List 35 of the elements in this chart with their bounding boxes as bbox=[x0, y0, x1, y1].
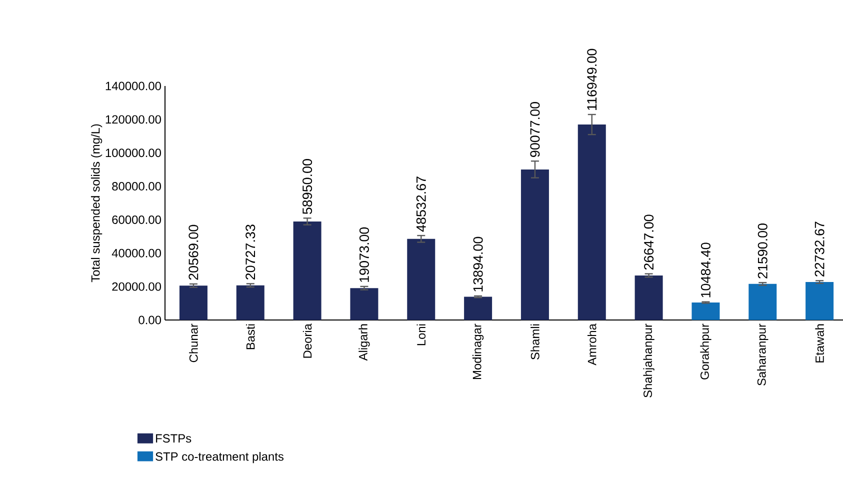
y-tick-label: 140000.00 bbox=[106, 82, 162, 90]
x-tick-label: Loni bbox=[416, 324, 426, 346]
y-tick-label: 20000.00 bbox=[112, 282, 162, 291]
y-tick-label: 60000.00 bbox=[112, 215, 162, 224]
y-tick-label: 40000.00 bbox=[112, 248, 162, 258]
x-tick-label: Etawah bbox=[815, 324, 824, 362]
data-label: 21590.00 bbox=[758, 223, 768, 278]
legend-label: FSTPs bbox=[156, 434, 192, 443]
data-label: 20569.00 bbox=[188, 224, 198, 280]
y-tick-label: 80000.00 bbox=[112, 182, 162, 191]
x-tick-label: Modinagar bbox=[472, 324, 484, 380]
y-tick-label: 120000.00 bbox=[106, 115, 162, 124]
x-tick-label: Deoria bbox=[302, 324, 312, 358]
x-tick-label: Basti bbox=[246, 324, 255, 350]
data-label: 90077.00 bbox=[530, 102, 540, 157]
y-tick-label: 100000.00 bbox=[106, 148, 162, 158]
x-tick-label: Shahjahanpur bbox=[643, 324, 654, 398]
x-tick-label: Saharanpur bbox=[757, 324, 768, 386]
legend-label: STP co-treatment plants bbox=[156, 452, 284, 464]
data-label: 20727.33 bbox=[246, 224, 256, 280]
data-label: 48532.67 bbox=[416, 176, 426, 232]
data-label: 13894.00 bbox=[473, 236, 483, 292]
y-axis-title: Total suspended solids (mg/L) bbox=[90, 124, 102, 282]
x-tick-label: Shamli bbox=[530, 324, 540, 360]
x-tick-label: Chunar bbox=[189, 324, 198, 362]
data-label: 10484.40 bbox=[700, 242, 710, 298]
x-tick-label: Amroha bbox=[588, 324, 596, 366]
y-tick-label: 0.00 bbox=[138, 316, 162, 324]
data-label: 22732.67 bbox=[814, 222, 824, 276]
data-label: 19073.00 bbox=[359, 227, 369, 282]
data-label: 116949.00 bbox=[587, 48, 597, 110]
x-tick-label: Aligarh bbox=[358, 324, 370, 361]
data-label: 26647.00 bbox=[644, 214, 654, 270]
data-label: 58950.00 bbox=[302, 159, 312, 214]
x-tick-label: Gorakhpur bbox=[700, 324, 712, 380]
